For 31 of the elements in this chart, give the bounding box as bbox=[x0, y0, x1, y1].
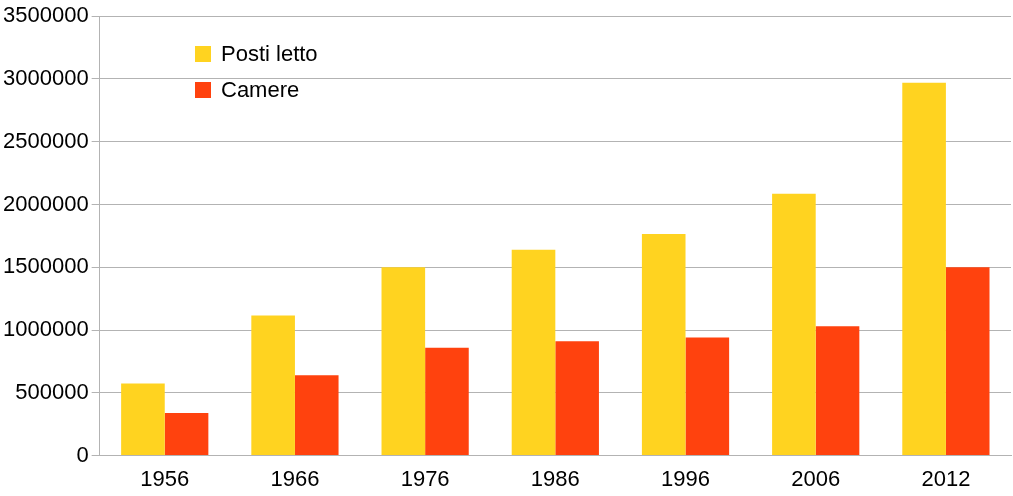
bar bbox=[511, 249, 556, 456]
bar bbox=[164, 412, 209, 456]
legend-label: Posti letto bbox=[221, 41, 318, 67]
y-tick-label: 2000000 bbox=[2, 190, 89, 216]
x-tick-label: 1986 bbox=[530, 465, 580, 491]
y-tick-label: 2500000 bbox=[2, 127, 89, 153]
y-tick-label: 500000 bbox=[15, 378, 89, 404]
bar bbox=[425, 347, 469, 456]
y-tick-label: 3500000 bbox=[2, 2, 89, 28]
x-tick-label: 2012 bbox=[921, 465, 971, 491]
y-tick-label: 1500000 bbox=[2, 253, 89, 279]
bar bbox=[294, 375, 339, 456]
bar bbox=[251, 315, 295, 456]
y-tick-label: 0 bbox=[76, 441, 89, 467]
bar bbox=[685, 337, 730, 456]
bar bbox=[815, 326, 860, 456]
x-tick-label: 1976 bbox=[400, 465, 450, 491]
y-tick-label: 3000000 bbox=[2, 65, 89, 91]
bar bbox=[381, 267, 426, 456]
bar bbox=[772, 193, 816, 456]
x-tick-label: 1996 bbox=[661, 465, 710, 491]
bar bbox=[902, 82, 946, 456]
legend-label: Camere bbox=[221, 77, 300, 103]
x-tick-label: 1956 bbox=[140, 465, 190, 491]
bar bbox=[121, 383, 165, 456]
bar bbox=[555, 341, 599, 456]
bar bbox=[641, 234, 686, 456]
y-tick-label: 1000000 bbox=[2, 316, 89, 342]
x-tick-label: 2006 bbox=[791, 465, 841, 491]
x-tick-label: 1966 bbox=[270, 465, 320, 491]
bar bbox=[945, 267, 990, 456]
